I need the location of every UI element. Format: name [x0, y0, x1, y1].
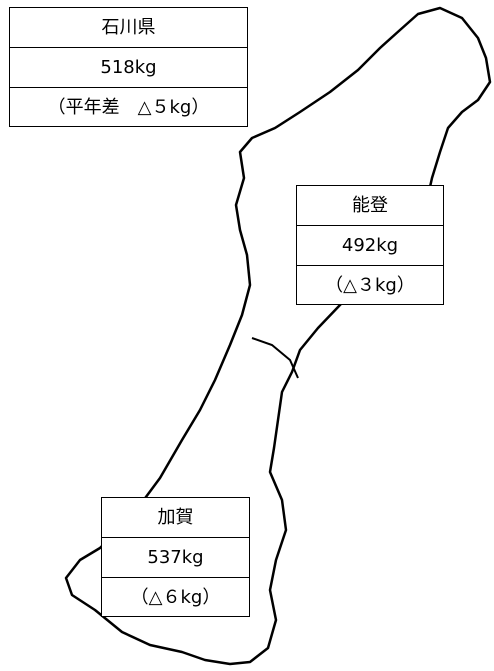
prefecture-box: 石川県 518kg （平年差 △５kg） [9, 7, 248, 127]
noto-box: 能登 492kg （△３kg） [296, 185, 444, 305]
box-value: 518kg [10, 47, 247, 87]
kaga-box: 加賀 537kg （△６kg） [101, 497, 250, 617]
box-title: 能登 [352, 195, 388, 216]
box-value: 492kg [297, 225, 443, 265]
box-note: （△６kg） [102, 577, 249, 617]
box-title: 石川県 [101, 17, 156, 38]
region-border [251, 337, 299, 379]
box-note: （△３kg） [297, 265, 443, 305]
box-note: （平年差 △５kg） [10, 87, 247, 127]
box-title: 加賀 [157, 507, 194, 528]
box-value: 537kg [102, 537, 249, 577]
